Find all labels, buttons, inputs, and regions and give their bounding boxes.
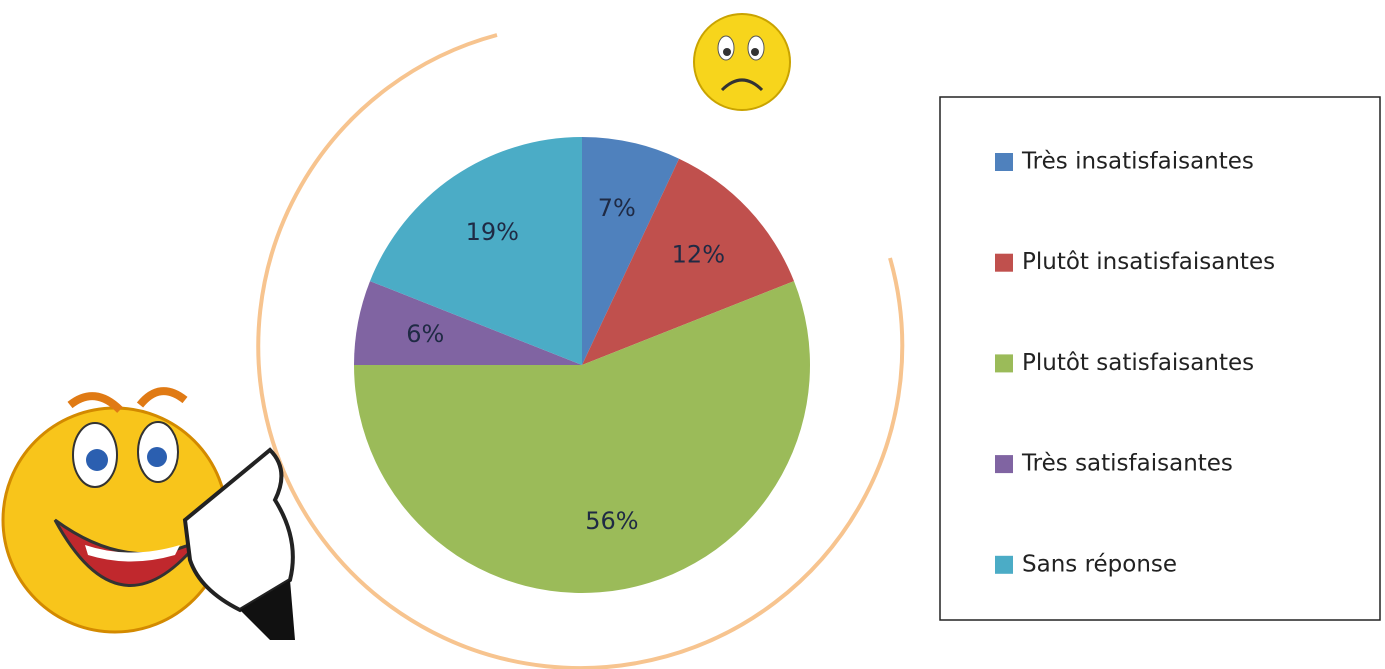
data-label: 7% bbox=[598, 194, 636, 222]
page: 7% 12% 56% 6% 19% Très insatisfaisantes Plutôt… bbox=[0, 0, 1385, 669]
legend-swatch bbox=[995, 455, 1013, 473]
data-label: 12% bbox=[672, 241, 725, 269]
legend-label: Plutôt satisfaisantes bbox=[1022, 350, 1254, 376]
sad-smiley bbox=[694, 14, 790, 110]
legend-swatch bbox=[995, 254, 1013, 272]
happy-smiley bbox=[3, 391, 295, 640]
legend-label: Très insatisfaisantes bbox=[1021, 149, 1254, 175]
legend-swatch bbox=[995, 354, 1013, 372]
legend-label: Très satisfaisantes bbox=[1021, 451, 1233, 477]
legend-label: Plutôt insatisfaisantes bbox=[1022, 249, 1275, 275]
data-label: 56% bbox=[585, 507, 638, 535]
legend-swatch bbox=[995, 556, 1013, 574]
legend-swatch bbox=[995, 153, 1013, 171]
chart: 7% 12% 56% 6% 19% Très insatisfaisantes Plutôt… bbox=[0, 0, 1385, 669]
data-label: 6% bbox=[406, 320, 444, 348]
legend-label: Sans réponse bbox=[1022, 551, 1177, 577]
data-label: 19% bbox=[466, 218, 519, 246]
